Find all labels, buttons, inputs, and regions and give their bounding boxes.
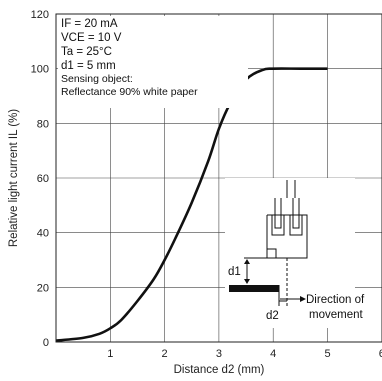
- x-tick-label: 3: [216, 348, 222, 360]
- condition-ta: Ta = 25°C: [61, 46, 112, 58]
- conditions-block: IF = 20 mA VCE = 10 V Ta = 25°C d1 = 5 m…: [58, 16, 248, 108]
- y-tick-label: 60: [37, 173, 49, 185]
- sensor-element-right: [292, 198, 300, 229]
- moving-object: [229, 285, 279, 292]
- sensor-marker: [266, 248, 277, 259]
- direction-arrow-head: [300, 296, 306, 302]
- conditions-background: [58, 16, 248, 108]
- condition-d1: d1 = 5 mm: [61, 60, 116, 72]
- sensor-element-left: [274, 198, 282, 229]
- x-tick-label: 4: [270, 348, 276, 360]
- d2-label: d2: [266, 310, 279, 322]
- d1-label: d1: [228, 266, 241, 278]
- direction-label-line2: movement: [309, 309, 363, 321]
- condition-reflectance: Reflectance 90% white paper: [61, 86, 198, 98]
- x-tick-label: 1: [107, 348, 113, 360]
- x-tick-label: 6: [379, 348, 382, 360]
- x-tick-label: 2: [162, 348, 168, 360]
- condition-vce: VCE = 10 V: [61, 32, 122, 44]
- y-tick-label: 80: [37, 118, 49, 130]
- condition-sensing-object: Sensing object:: [61, 73, 133, 85]
- y-tick-label: 100: [31, 64, 49, 76]
- series-layer: [55, 67, 328, 342]
- condition-if: IF = 20 mA: [61, 18, 118, 30]
- sensor-diagram: d1 d2 Direction of movement: [225, 178, 365, 328]
- y-axis-title: Relative light current IL (%): [8, 109, 20, 247]
- x-axis-title: Distance d2 (mm): [174, 364, 265, 376]
- d1-arrow-down: [244, 279, 250, 284]
- d1-arrow-up: [244, 259, 250, 264]
- y-tick-label: 120: [31, 9, 49, 21]
- diagram-background: [225, 178, 355, 328]
- y-tick-label: 0: [43, 337, 49, 349]
- x-tick-label: 5: [324, 348, 330, 360]
- series-line: [55, 67, 328, 342]
- direction-label-line1: Direction of: [306, 294, 365, 306]
- plot-frame: [55, 13, 382, 343]
- sensor-body: [266, 214, 308, 259]
- y-tick-label: 20: [37, 282, 49, 294]
- y-tick-label: 40: [37, 228, 49, 240]
